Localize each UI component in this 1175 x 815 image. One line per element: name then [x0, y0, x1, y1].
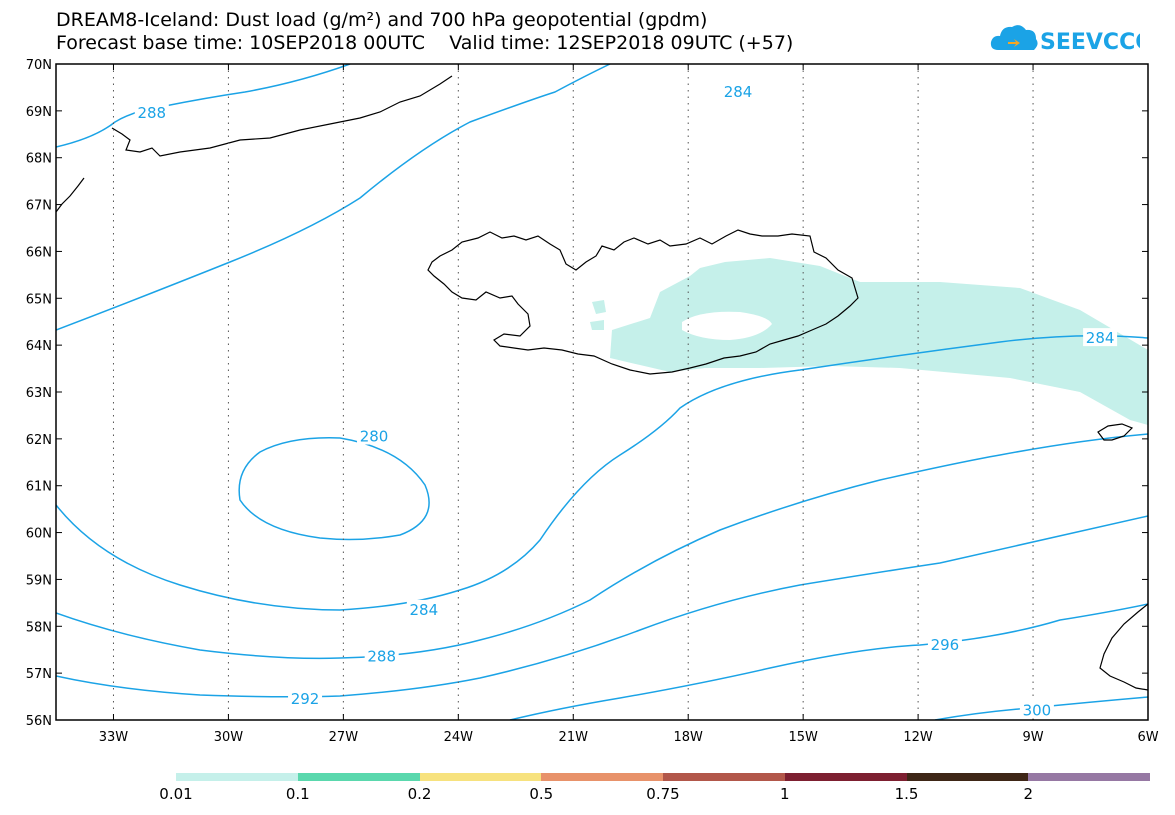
- lat-tick-label: 56N: [26, 714, 52, 729]
- map-frame: [55, 63, 1149, 721]
- iceland-coast: [427, 229, 859, 375]
- colorbar-swatch: [784, 773, 907, 781]
- lat-tick-label: 64N: [26, 339, 52, 354]
- contour-284-west: [56, 64, 611, 331]
- lat-tick-label: 57N: [26, 667, 52, 682]
- colorbar-swatch: [1028, 773, 1150, 781]
- lon-tick-label: 9W: [1022, 730, 1043, 745]
- lat-tick-label: 61N: [26, 480, 52, 495]
- colorbar: [176, 773, 1150, 781]
- lon-tick-label: 15W: [788, 730, 818, 745]
- logo-text: SEEVCCC: [1040, 30, 1140, 55]
- colorbar-label: 0.5: [529, 785, 554, 803]
- lat-tick-label: 68N: [26, 152, 52, 167]
- dust-gap: [682, 311, 772, 340]
- chart-title-line1: DREAM8-Iceland: Dust load (g/m²) and 700…: [56, 9, 708, 31]
- contour-label: 280: [360, 428, 389, 446]
- colorbar-swatch: [419, 773, 542, 781]
- lon-tick-label: 6W: [1137, 730, 1158, 745]
- contour-284-east: [56, 335, 1148, 611]
- colorbar-swatch: [176, 773, 298, 781]
- lon-tick-label: 30W: [214, 730, 244, 745]
- lat-tick-label: 67N: [26, 199, 52, 214]
- contour-label-bg: [364, 646, 399, 665]
- contour-label: 300: [1023, 702, 1052, 720]
- contour-296: [509, 603, 1148, 720]
- lat-tick-label: 59N: [26, 573, 52, 588]
- contour-label-bg: [1083, 328, 1118, 347]
- seevccc-logo: SEEVCCC: [990, 20, 1151, 58]
- contour-label: 288: [367, 648, 396, 666]
- colorbar-swatch: [541, 773, 663, 781]
- lat-tick-label: 69N: [26, 105, 52, 120]
- dust-patch: [592, 300, 606, 314]
- lat-tick-label: 63N: [26, 386, 52, 401]
- lon-tick-label: 21W: [559, 730, 589, 745]
- contour-label-bg: [406, 599, 441, 618]
- contour-280: [238, 437, 430, 541]
- lat-tick-label: 60N: [26, 527, 52, 542]
- contour-label: 284: [1086, 329, 1115, 347]
- dust-plume: [610, 258, 1148, 425]
- colorbar-swatch: [663, 773, 785, 781]
- colorbar-label: 0.75: [646, 785, 680, 803]
- lat-tick-label: 66N: [26, 245, 52, 260]
- greenland-coast: [111, 75, 453, 157]
- faroe-coast: [1097, 423, 1134, 441]
- colorbar-label: 1: [779, 785, 790, 803]
- colorbar-label: 0.1: [285, 785, 310, 803]
- contour-label: 292: [291, 690, 320, 708]
- lon-tick-label: 24W: [444, 730, 474, 745]
- chart-title-line2: Forecast base time: 10SEP2018 00UTC Vali…: [56, 32, 794, 54]
- contour-label: 284: [724, 83, 753, 101]
- lat-tick-label: 62N: [26, 433, 52, 448]
- contour-label: 284: [410, 601, 439, 619]
- colorbar-label: 1.5: [894, 785, 919, 803]
- lat-tick-label: 65N: [26, 292, 52, 307]
- contour-label-bg: [927, 635, 962, 654]
- scotland-coast: [1099, 603, 1148, 691]
- contour-label: 296: [931, 636, 960, 654]
- contour-label-bg: [357, 426, 392, 445]
- colorbar-swatch: [906, 773, 1029, 781]
- contour-label: 288: [137, 104, 166, 122]
- lon-tick-label: 18W: [674, 730, 704, 745]
- cloud-logo-icon: SEEVCCC: [990, 25, 1151, 55]
- contour-292: [56, 515, 1148, 698]
- contour-label-bg: [288, 688, 323, 707]
- lat-tick-label: 70N: [26, 58, 52, 73]
- dust-patch: [590, 320, 604, 330]
- colorbar-label: 2: [1023, 785, 1034, 803]
- contour-label-bg: [134, 103, 169, 122]
- contour-label-bg: [1019, 700, 1054, 719]
- colorbar-label: 0.01: [159, 785, 193, 803]
- contour-288-north: [56, 64, 351, 148]
- contour-label-bg: [721, 82, 756, 101]
- colorbar-label: 0.2: [407, 785, 432, 803]
- colorbar-swatch: [297, 773, 420, 781]
- lon-tick-label: 33W: [99, 730, 129, 745]
- contour-288-south: [56, 433, 1148, 660]
- lon-tick-label: 12W: [903, 730, 933, 745]
- lon-tick-label: 27W: [329, 730, 359, 745]
- lat-tick-label: 58N: [26, 620, 52, 635]
- greenland-coast-sw: [56, 177, 85, 213]
